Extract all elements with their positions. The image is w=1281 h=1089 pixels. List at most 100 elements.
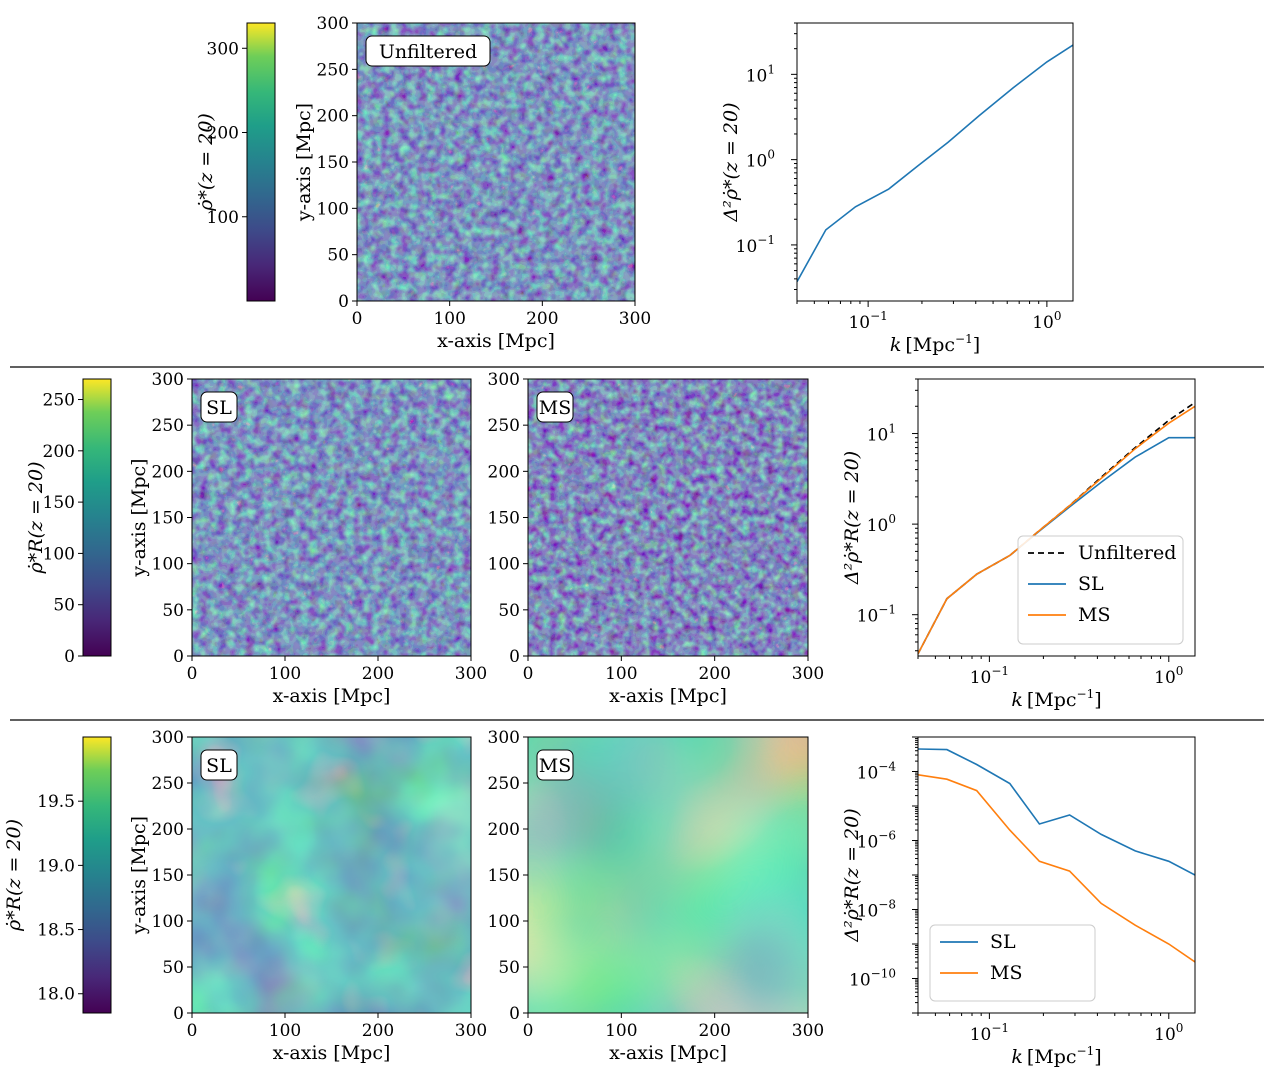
y-tick-label: 300: [152, 370, 184, 390]
x-axis-label: x-axis [Mpc]: [273, 1042, 391, 1064]
x-tick-label: 100: [1154, 1021, 1183, 1045]
y-tick-label: 300: [488, 728, 520, 748]
y-tick-label: 100: [152, 555, 184, 575]
y-tick-exponent: −10: [871, 967, 896, 981]
panel-tag: MS: [539, 397, 571, 419]
y-tick-label: 100: [746, 148, 775, 172]
k-symbol: k: [1011, 689, 1023, 711]
k-unit-exponent: −1: [1077, 687, 1095, 701]
map-image: [528, 737, 808, 1013]
x-tick-label: 200: [362, 1021, 394, 1041]
x-tick-label: 100: [269, 664, 301, 684]
x-tick-exponent: 0: [1054, 309, 1062, 323]
x-tick-exponent: −1: [870, 309, 888, 323]
plot-frame: [796, 22, 1074, 302]
x-tick-label: 200: [698, 1021, 730, 1041]
x-tick-label: 0: [187, 664, 198, 684]
colorbar-tick-label: 150: [43, 493, 75, 513]
y-tick-label: 250: [152, 774, 184, 794]
series-group: [918, 401, 1195, 655]
y-tick-label: 150: [488, 866, 520, 886]
series-line-ms: [918, 774, 1195, 963]
k-unit-close: ]: [973, 334, 980, 356]
x-tick-exponent: 0: [1176, 664, 1184, 678]
k-unit-exponent: −1: [1077, 1044, 1095, 1058]
y-tick-label: 0: [173, 1004, 184, 1024]
x-tick-label: 100: [269, 1021, 301, 1041]
y-tick-label: 100: [488, 555, 520, 575]
y-tick-exponent: −4: [878, 760, 896, 774]
y-axis-label: Δ²ρ̇*R(z = 20): [841, 451, 863, 585]
x-tick-label: 200: [526, 309, 558, 329]
k-unit: [Mpc: [1027, 689, 1077, 711]
y-tick-exponent: 1: [767, 62, 775, 76]
map-image: [192, 737, 471, 1013]
legend-label: Unfiltered: [1078, 542, 1176, 564]
y-tick-label: 150: [317, 153, 349, 173]
x-tick-label: 10−1: [970, 664, 1009, 688]
colorbar-tick-label: 100: [43, 544, 75, 564]
y-tick-label: 250: [488, 416, 520, 436]
k-unit-close: ]: [1094, 1046, 1101, 1068]
legend-label: MS: [1078, 604, 1110, 626]
colorbar-label: ρ̇*R(z = 20): [25, 462, 47, 575]
colorbar: 18.0 18.5 19.0 19.5 ρ̇*R(z = 20): [3, 736, 112, 1014]
x-tick-label: 200: [362, 664, 394, 684]
x-tick-label: 10−1: [970, 1021, 1009, 1045]
x-axis-label: x-axis [Mpc]: [273, 685, 391, 707]
y-tick-label: 200: [488, 820, 520, 840]
map-panel: 0 100 200 300 x-axis [Mpc] 0 50 100 150 200 250 300…: [128, 728, 487, 1064]
map-panel: 0 100 200 300 x-axis [Mpc] 0 50 100 150 200 250 300…: [488, 728, 825, 1064]
y-axis-label: y-axis [Mpc]: [128, 458, 150, 577]
legend: SL MS: [929, 924, 1096, 1002]
y-tick-label: 150: [152, 509, 184, 529]
y-tick-exponent: −6: [878, 829, 896, 843]
x-tick-label: 300: [455, 1021, 487, 1041]
y-tick-label: 10−8: [857, 898, 896, 922]
x-tick-label: 0: [352, 309, 363, 329]
y-tick-exponent: 0: [888, 512, 896, 526]
panel-tag: SL: [206, 755, 232, 777]
y-tick-label: 0: [509, 1004, 520, 1024]
y-tick-exponent: −8: [878, 898, 896, 912]
y-tick-label: 250: [152, 416, 184, 436]
colorbar-tick-label: 19.0: [37, 856, 75, 876]
colorbar-gradient: [82, 736, 112, 1014]
panel-tag-box: [200, 391, 238, 423]
x-axis-label: x-axis [Mpc]: [609, 685, 727, 707]
y-tick-label: 50: [498, 958, 520, 978]
x-tick-label: 100: [1154, 664, 1183, 688]
x-tick-label: 0: [523, 664, 534, 684]
k-unit: [Mpc: [905, 334, 955, 356]
legend-box: [1017, 535, 1184, 645]
x-tick-label: 100: [605, 1021, 637, 1041]
colorbar-tick-label: 18.5: [37, 921, 75, 941]
panel-tag-box: [365, 35, 491, 67]
y-tick-label: 0: [338, 292, 349, 312]
map-image: [192, 379, 471, 656]
x-axis-label: x-axis [Mpc]: [609, 1042, 727, 1064]
y-tick-label: 300: [152, 728, 184, 748]
y-tick-label: 100: [867, 512, 896, 536]
panel-tag: Unfiltered: [379, 41, 477, 63]
x-tick-label: 300: [792, 1021, 824, 1041]
x-axis-label: k [Mpc−1]: [890, 332, 980, 356]
legend-label: MS: [990, 962, 1022, 984]
y-tick-label: 150: [152, 866, 184, 886]
panel-tag: MS: [539, 755, 571, 777]
x-axis-label: x-axis [Mpc]: [437, 330, 555, 352]
y-axis-label: y-axis [Mpc]: [128, 816, 150, 935]
y-tick-label: 50: [162, 601, 184, 621]
x-tick-label: 10−1: [848, 309, 887, 333]
colorbar-tick-label: 50: [53, 596, 75, 616]
legend: Unfiltered SL MS: [1017, 535, 1184, 645]
map-image: [528, 379, 808, 656]
y-tick-label: 200: [488, 462, 520, 482]
y-tick-label: 10−4: [857, 760, 897, 784]
y-tick-label: 10−1: [857, 603, 896, 627]
legend-label: SL: [990, 931, 1016, 953]
y-tick-exponent: −1: [878, 603, 896, 617]
